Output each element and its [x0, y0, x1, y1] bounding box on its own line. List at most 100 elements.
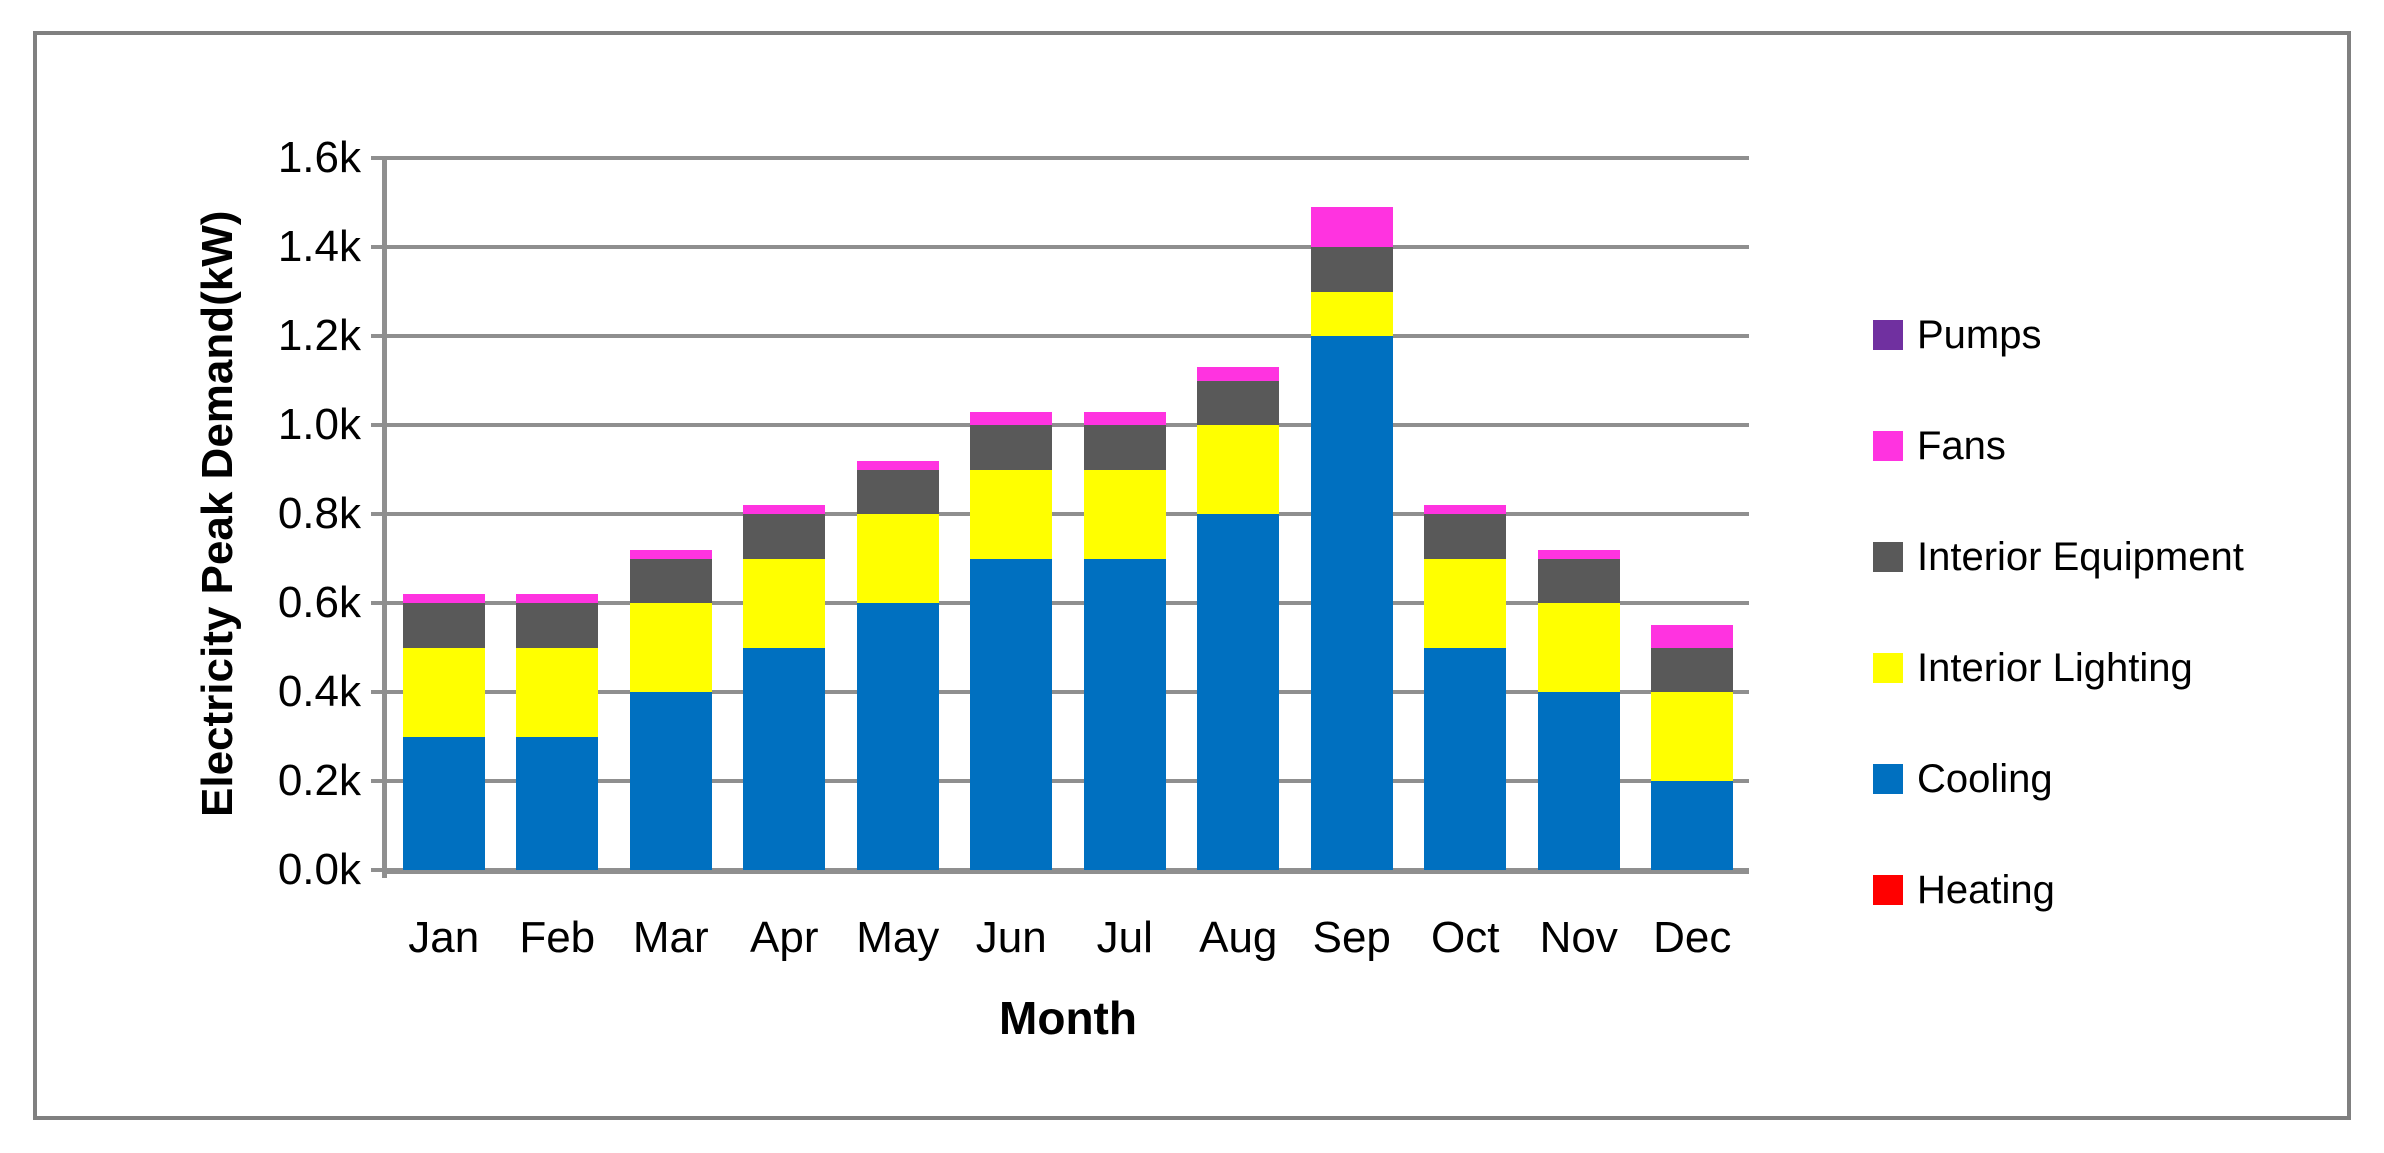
y-tick-label: 1.2k [277, 311, 361, 360]
legend-swatch [1873, 542, 1903, 572]
y-axis-tick [371, 512, 387, 516]
legend-item-pumps: Pumps [1873, 313, 2042, 357]
gridline [387, 156, 1749, 160]
bar-segment-fans-sep [1310, 207, 1393, 247]
bar-segment-fans-aug [1197, 367, 1280, 381]
bar-segment-cooling-jan [402, 736, 485, 870]
x-tick-label-dec: Dec [1653, 913, 1732, 962]
bar-segment-interior-lighting-feb [516, 647, 599, 737]
legend-swatch [1873, 653, 1903, 683]
y-axis-tick [371, 868, 387, 872]
bar-segment-interior-lighting-mar [629, 603, 712, 692]
legend-swatch [1873, 431, 1903, 461]
y-axis-title: Electricity Peak Demand(kW) [193, 210, 242, 818]
bar-segment-interior-equipment-nov [1537, 558, 1620, 603]
y-axis-tick [371, 690, 387, 694]
bar-segment-interior-lighting-oct [1424, 558, 1507, 648]
y-axis-tick [371, 334, 387, 338]
gridline [387, 423, 1749, 427]
bar-segment-cooling-nov [1537, 692, 1620, 870]
legend-item-interior-lighting: Interior Lighting [1873, 646, 2193, 690]
legend-item-heating: Heating [1873, 868, 2055, 912]
gridline [387, 512, 1749, 516]
x-axis-title: Month [999, 992, 1137, 1044]
legend-swatch [1873, 764, 1903, 794]
gridline [387, 245, 1749, 249]
bar-segment-cooling-feb [516, 736, 599, 870]
bar-segment-fans-may [856, 460, 939, 470]
bar-segment-fans-nov [1537, 549, 1620, 559]
bar-segment-fans-apr [743, 505, 826, 514]
legend-item-fans: Fans [1873, 424, 2006, 468]
y-tick-label: 0.8k [277, 489, 361, 538]
bar-segment-interior-equipment-aug [1197, 380, 1280, 425]
bar-segment-fans-mar [629, 549, 712, 559]
legend-swatch [1873, 875, 1903, 905]
bar-segment-fans-oct [1424, 505, 1507, 514]
bar-segment-interior-lighting-apr [743, 558, 826, 648]
legend-swatch [1873, 320, 1903, 350]
plot-area: 0.0k 0.2k 0.4k 0.6k 0.8k 1.0k 1.2k 1.4k 1.6k Jan F… [278, 133, 1749, 962]
y-axis-tick [371, 423, 387, 427]
bar-segment-interior-lighting-dec [1651, 692, 1734, 781]
legend-label: Fans [1917, 423, 2006, 468]
legend-label: Interior Lighting [1917, 645, 2193, 690]
legend-item-interior-equipment: Interior Equipment [1873, 535, 2244, 579]
x-tick-label-sep: Sep [1312, 913, 1391, 962]
x-tick-label-jul: Jul [1096, 913, 1153, 962]
bar-segment-fans-jul [1083, 411, 1166, 425]
y-axis-tick [371, 779, 387, 783]
y-tick-label: 0.4k [277, 667, 361, 716]
bar-segment-interior-equipment-oct [1424, 514, 1507, 559]
bar-segment-cooling-sep [1310, 336, 1393, 870]
legend-item-cooling: Cooling [1873, 757, 2053, 801]
bar-segment-cooling-apr [743, 647, 826, 870]
bar-segment-fans-dec [1651, 625, 1734, 648]
bar-segment-cooling-jun [970, 558, 1053, 870]
legend-label: Interior Equipment [1917, 534, 2244, 579]
x-tick-label-oct: Oct [1431, 913, 1500, 962]
bar-segment-fans-feb [516, 594, 599, 603]
bar-segment-interior-equipment-apr [743, 514, 826, 559]
chart-frame: Electricity Peak Demand(kW) 0.0k 0.2k 0.4k… [33, 31, 2351, 1120]
legend-label: Heating [1917, 867, 2055, 912]
y-tick-label: 0.2k [277, 756, 361, 805]
bar-segment-interior-equipment-mar [629, 558, 712, 603]
gridline [387, 601, 1749, 605]
bar-segment-fans-jan [402, 594, 485, 603]
x-axis-line [382, 868, 1749, 874]
bar-segment-cooling-mar [629, 692, 712, 870]
x-tick-label-aug: Aug [1199, 913, 1278, 962]
gridline [387, 334, 1749, 338]
bar-segment-interior-equipment-jun [970, 425, 1053, 470]
y-axis-line [382, 158, 387, 878]
gridline [387, 779, 1749, 783]
bar-segment-interior-equipment-jan [402, 603, 485, 648]
gridline [387, 690, 1749, 694]
x-tick-label-may: May [856, 913, 940, 962]
x-tick-label-apr: Apr [750, 913, 819, 962]
x-tick-label-jun: Jun [975, 913, 1047, 962]
bar-segment-interior-lighting-aug [1197, 425, 1280, 514]
y-axis-tick [371, 156, 387, 160]
bar-segment-cooling-aug [1197, 514, 1280, 870]
legend-label: Cooling [1917, 756, 2053, 801]
bar-segment-interior-lighting-jun [970, 469, 1053, 559]
y-tick-label: 0.6k [277, 578, 361, 627]
y-axis-tick [371, 245, 387, 249]
y-tick-label: 1.4k [277, 222, 361, 271]
bar-segment-interior-lighting-may [856, 514, 939, 603]
x-tick-label-mar: Mar [632, 913, 709, 962]
bar-segment-interior-equipment-jul [1083, 425, 1166, 470]
bar-segment-interior-lighting-sep [1310, 291, 1393, 336]
x-tick-label-nov: Nov [1539, 913, 1618, 962]
bar-segment-fans-jun [970, 411, 1053, 425]
y-axis-tick [371, 601, 387, 605]
bar-segment-cooling-may [856, 603, 939, 870]
bar-segment-interior-equipment-dec [1651, 647, 1734, 692]
legend-label: Pumps [1917, 312, 2042, 357]
bar-segment-interior-lighting-jul [1083, 469, 1166, 559]
x-tick-label-feb: Feb [519, 913, 596, 962]
bar-segment-interior-lighting-jan [402, 647, 485, 737]
